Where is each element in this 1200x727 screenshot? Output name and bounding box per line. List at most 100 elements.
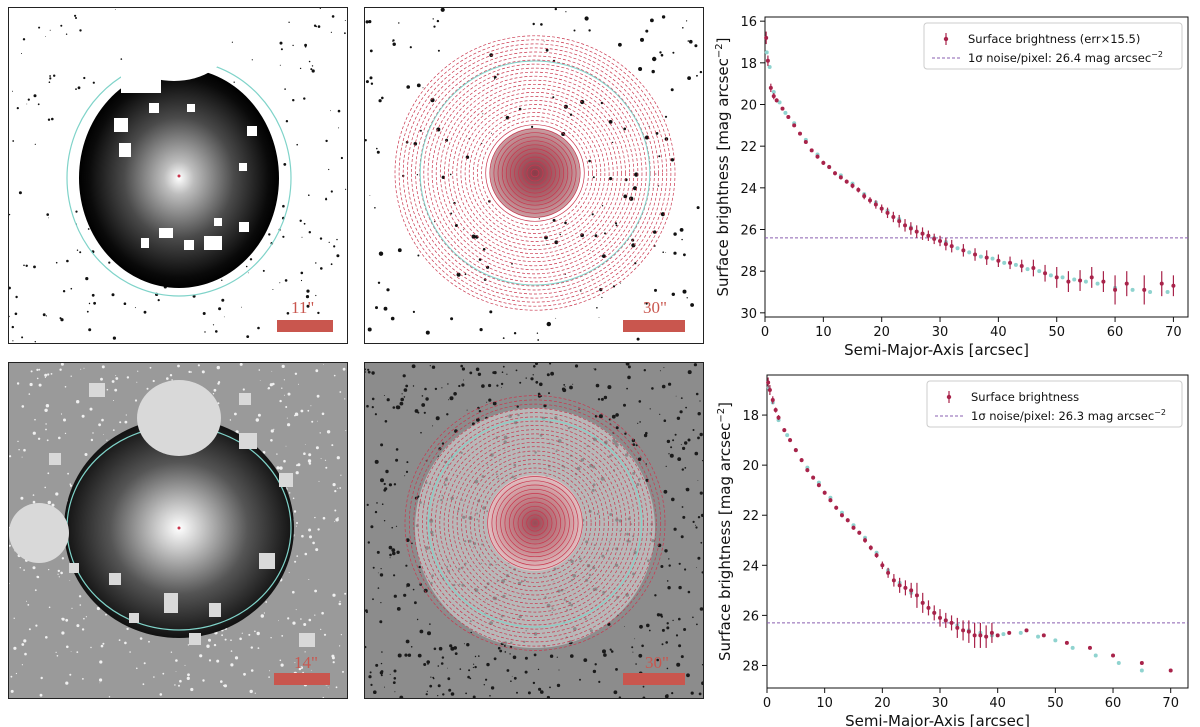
alt-profile-point (955, 246, 960, 251)
profile-point (1087, 645, 1092, 650)
profile-point (798, 131, 803, 136)
y-tick-label: 24 (740, 182, 757, 197)
x-axis-label: Semi-Major-Axis [arcsec] (844, 341, 1029, 359)
legend-marker (943, 36, 949, 42)
profile-point (767, 388, 772, 393)
x-tick-label: 40 (990, 325, 1007, 340)
profile-point (995, 633, 1000, 638)
x-tick-label: 50 (1047, 696, 1064, 711)
profile-point (943, 242, 948, 247)
y-tick-label: 16 (740, 15, 757, 30)
isophote-fit-image (365, 363, 703, 698)
profile-point (828, 498, 833, 503)
alt-profile-point (1165, 290, 1170, 294)
alt-profile-point (783, 110, 788, 115)
x-axis-label: Semi-Major-Axis [arcsec] (845, 712, 1030, 727)
profile-point (926, 233, 931, 238)
alt-profile-point (978, 254, 983, 259)
alt-profile-point (1036, 634, 1041, 639)
alt-profile-point (1148, 290, 1153, 294)
profile-chart-bottom: 0 10 20 30 40 50 60 70 18 20 22 24 26 28 Semi-Major-Ax… (716, 374, 1189, 727)
profile-point (839, 513, 844, 518)
alt-profile-point (967, 250, 972, 255)
profile-point (815, 154, 820, 159)
profile-point (1124, 281, 1129, 286)
profile-point (891, 215, 896, 219)
profile-point (903, 585, 908, 590)
profile-point (961, 248, 966, 253)
profile-point (1008, 260, 1013, 265)
profile-point (886, 570, 891, 575)
profile-point (1064, 640, 1069, 645)
alt-profile-point (1139, 668, 1144, 673)
alt-profile-point (767, 65, 772, 69)
profile-point (833, 171, 838, 176)
x-tick-label: 70 (1162, 696, 1179, 711)
alt-profile-point (1116, 660, 1121, 665)
profile-point (1024, 628, 1029, 633)
y-axis-label: Surface brightness [mag arcsec−2] (716, 402, 734, 661)
profile-point (766, 380, 771, 385)
profile-point (1007, 630, 1012, 635)
y-axis-label: Surface brightness [mag arcsec−2] (714, 38, 732, 297)
profile-point (1139, 660, 1144, 665)
profile-point (1168, 668, 1173, 673)
alt-profile-point (990, 256, 995, 261)
x-tick-label: 0 (763, 696, 771, 711)
profile-point (897, 583, 902, 588)
profile-point (908, 226, 913, 231)
profile-point (799, 458, 804, 463)
profile-point (914, 229, 919, 234)
profile-point (786, 115, 791, 119)
alt-profile-point (1037, 269, 1042, 274)
alt-profile-point (1025, 267, 1030, 272)
alt-profile-point (1072, 277, 1077, 282)
alt-profile-point (1130, 287, 1135, 292)
profile-point (793, 448, 798, 453)
scale-label: 14" (294, 653, 318, 672)
profile-point (978, 633, 983, 638)
alt-profile-point (1070, 645, 1075, 650)
x-tick-label: 10 (815, 325, 832, 340)
profile-point (1054, 275, 1059, 280)
profile-point (765, 58, 770, 63)
alt-profile-point (1060, 275, 1065, 280)
profile-point (805, 468, 810, 473)
x-tick-label: 30 (932, 696, 949, 711)
alt-profile-point (1013, 262, 1018, 267)
masked-galaxy-image (9, 363, 347, 698)
scale-bar (623, 320, 685, 332)
scale-bar (277, 320, 333, 332)
profile-point (822, 490, 827, 495)
profile-point (984, 255, 989, 260)
y-tick-label: 28 (742, 659, 759, 674)
y-tick-label: 26 (740, 224, 757, 239)
y-tick-label: 22 (740, 140, 757, 155)
profile-point (774, 98, 779, 103)
profile-point (827, 165, 832, 169)
profile-point (803, 140, 808, 144)
profile-point (1041, 633, 1046, 638)
profile-point (885, 210, 890, 215)
alt-profile-point (1048, 273, 1053, 278)
profile-point (1019, 263, 1024, 268)
profile-point (943, 618, 948, 623)
x-tick-label: 60 (1105, 696, 1122, 711)
image-panel-bottom-left: 14" (8, 362, 348, 699)
legend-box (923, 22, 1183, 70)
profile-point (850, 183, 855, 188)
y-tick-label: 24 (742, 559, 759, 574)
scale-label: 30" (643, 298, 667, 317)
profile-point (920, 600, 925, 605)
profile-point (949, 244, 954, 249)
profile-point (811, 475, 816, 480)
alt-profile-point (785, 433, 790, 438)
profile-point (1159, 281, 1164, 286)
alt-profile-point (1095, 281, 1100, 286)
profile-point (780, 106, 785, 111)
alt-profile-point (771, 90, 776, 94)
profile-point (914, 593, 919, 598)
alt-profile-point (777, 100, 782, 105)
profile-point (868, 545, 873, 550)
profile-point (1043, 271, 1048, 276)
